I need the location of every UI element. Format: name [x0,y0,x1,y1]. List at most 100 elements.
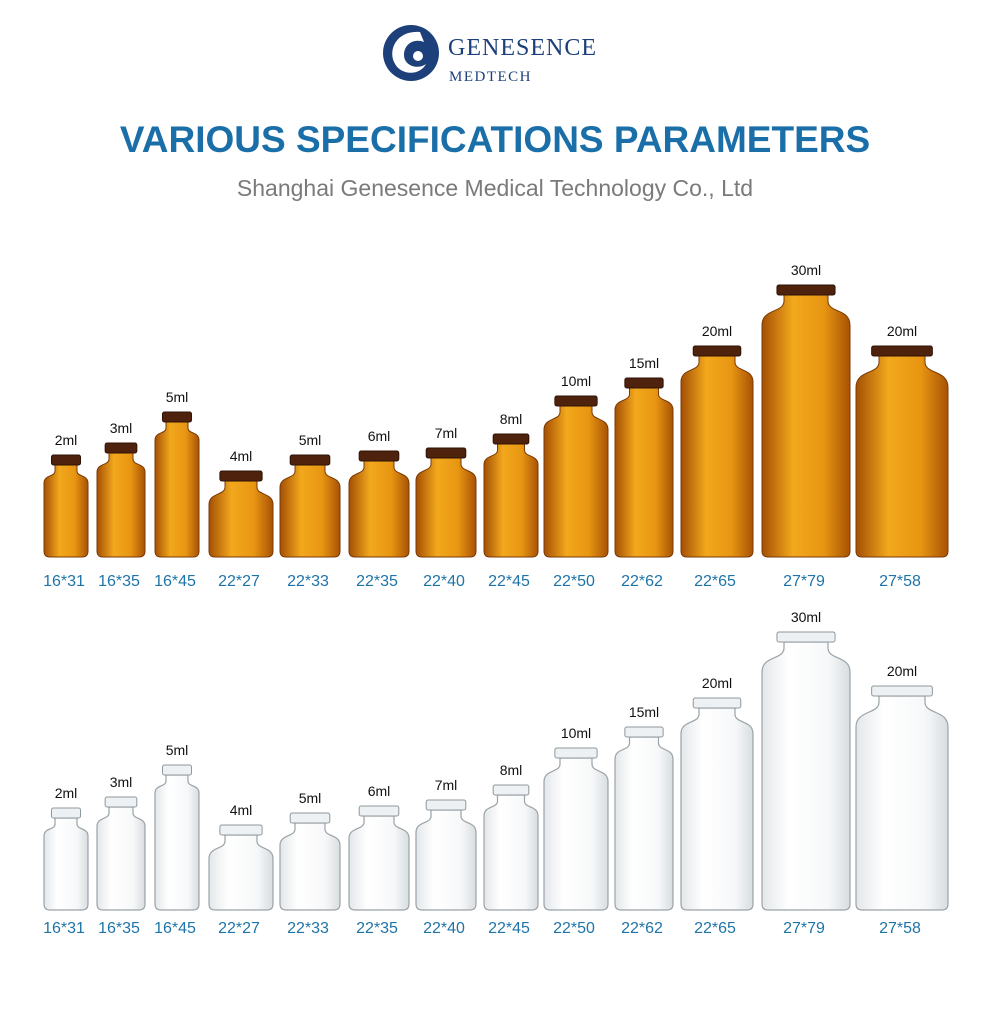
capacity-label: 20ml [887,323,917,339]
size-label: 22*35 [356,920,398,937]
vial-cap [692,697,742,709]
vial-cap [624,726,664,738]
vial [96,452,146,558]
vial [279,464,341,558]
size-label: 22*40 [423,573,465,590]
vial [543,757,609,911]
vial [855,355,949,558]
capacity-label: 8ml [500,762,523,778]
size-label: 27*79 [783,573,825,590]
vial [483,443,539,558]
capacity-label: 6ml [368,783,391,799]
capacity-label: 5ml [166,389,189,405]
vial [680,707,754,911]
vial-cap [104,442,138,454]
vial-cap [624,377,664,389]
size-label: 16*35 [98,920,140,937]
size-label: 22*65 [694,573,736,590]
vial [761,641,851,911]
vial [348,460,410,558]
capacity-label: 10ml [561,725,591,741]
vial [208,834,274,911]
vial-cap [425,447,467,459]
size-label: 22*62 [621,920,663,937]
size-label: 27*58 [879,920,921,937]
vial [348,815,410,911]
vial-cap [161,764,193,776]
capacity-label: 8ml [500,411,523,427]
logo [383,25,439,81]
capacity-label: 15ml [629,355,659,371]
size-label: 22*65 [694,920,736,937]
vial-cap [554,395,598,407]
size-label: 22*45 [488,920,530,937]
vial-cap [871,685,933,697]
vial [855,695,949,911]
capacity-label: 5ml [299,790,322,806]
vial-cap [358,450,400,462]
vial [154,421,200,558]
capacity-label: 20ml [702,323,732,339]
size-label: 16*45 [154,573,196,590]
vial [680,355,754,558]
vial-cap [692,345,742,357]
vial [96,806,146,911]
brand: GENESENCE [448,35,597,61]
vial [543,405,609,558]
size-label: 27*79 [783,920,825,937]
capacity-label: 20ml [887,663,917,679]
vial [614,736,674,911]
vial [154,774,200,911]
capacity-label: 2ml [55,432,78,448]
vial-cap [219,824,263,836]
vial [415,457,477,558]
capacity-label: 30ml [791,262,821,278]
vial-cap [104,796,138,808]
vial-cap [776,631,836,643]
vial-cap [554,747,598,759]
size-label: 16*31 [43,920,85,937]
vial-cap [50,454,82,466]
vial [761,294,851,558]
capacity-label: 3ml [110,774,133,790]
capacity-label: 2ml [55,785,78,801]
capacity-label: 10ml [561,373,591,389]
size-label: 16*45 [154,920,196,937]
capacity-label: 4ml [230,448,253,464]
vial [43,464,89,558]
size-label: 16*31 [43,573,85,590]
vial-cap [776,284,836,296]
sub-brand: MEDTECH [449,69,532,85]
vial-cap [289,454,331,466]
vial-cap [425,799,467,811]
size-label: 22*40 [423,920,465,937]
vial-cap [50,807,82,819]
capacity-label: 4ml [230,802,253,818]
size-label: 22*35 [356,573,398,590]
vial [279,822,341,911]
capacity-label: 5ml [299,432,322,448]
size-label: 22*27 [218,573,260,590]
capacity-label: 30ml [791,609,821,625]
vial-cap [358,805,400,817]
vial-cap [492,433,530,445]
capacity-label: 7ml [435,777,458,793]
size-label: 22*33 [287,920,329,937]
title: VARIOUS SPECIFICATIONS PARAMETERS [120,119,870,160]
vial-cap [492,784,530,796]
vial [208,480,274,558]
size-label: 22*62 [621,573,663,590]
vial-cap [161,411,193,423]
size-label: 16*35 [98,573,140,590]
size-label: 22*33 [287,573,329,590]
subtitle: Shanghai Genesence Medical Technology Co… [237,175,753,201]
capacity-label: 3ml [110,420,133,436]
size-label: 22*50 [553,573,595,590]
vial [483,794,539,911]
vial [43,817,89,911]
capacity-label: 6ml [368,428,391,444]
vial-cap [289,812,331,824]
size-label: 27*58 [879,573,921,590]
capacity-label: 15ml [629,704,659,720]
